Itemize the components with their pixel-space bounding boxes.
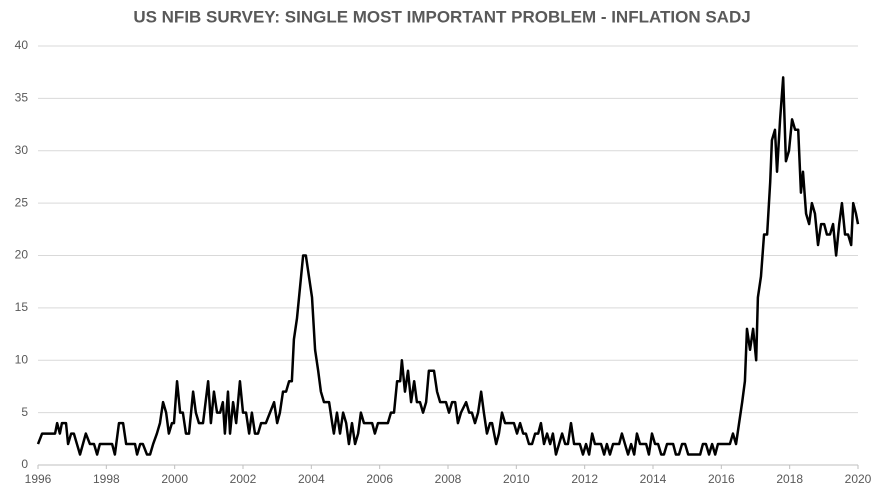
y-tick-label: 15 — [15, 300, 29, 314]
y-tick-label: 40 — [15, 38, 29, 52]
x-tick-label: 2006 — [366, 472, 393, 486]
y-tick-label: 25 — [15, 195, 29, 209]
y-tick-label: 20 — [15, 248, 29, 262]
x-tick-label: 2000 — [161, 472, 188, 486]
y-tick-label: 10 — [15, 352, 29, 366]
chart-title: US NFIB SURVEY: SINGLE MOST IMPORTANT PR… — [133, 7, 750, 26]
x-tick-label: 2008 — [435, 472, 462, 486]
x-tick-label: 2004 — [298, 472, 325, 486]
x-tick-label: 2002 — [230, 472, 257, 486]
data-line — [36, 76, 860, 456]
y-tick-label: 0 — [21, 457, 28, 471]
x-tick-label: 2014 — [640, 472, 667, 486]
y-tick-label: 35 — [15, 91, 29, 105]
x-tick-label: 2010 — [503, 472, 530, 486]
x-tick-label: 1998 — [93, 472, 120, 486]
x-tick-label: 2012 — [571, 472, 598, 486]
x-tick-label: 2020 — [845, 472, 872, 486]
x-tick-label: 1996 — [25, 472, 52, 486]
y-tick-label: 5 — [21, 405, 28, 419]
y-tick-label: 30 — [15, 143, 29, 157]
x-tick-label: 2018 — [776, 472, 803, 486]
x-tick-label: 2016 — [708, 472, 735, 486]
